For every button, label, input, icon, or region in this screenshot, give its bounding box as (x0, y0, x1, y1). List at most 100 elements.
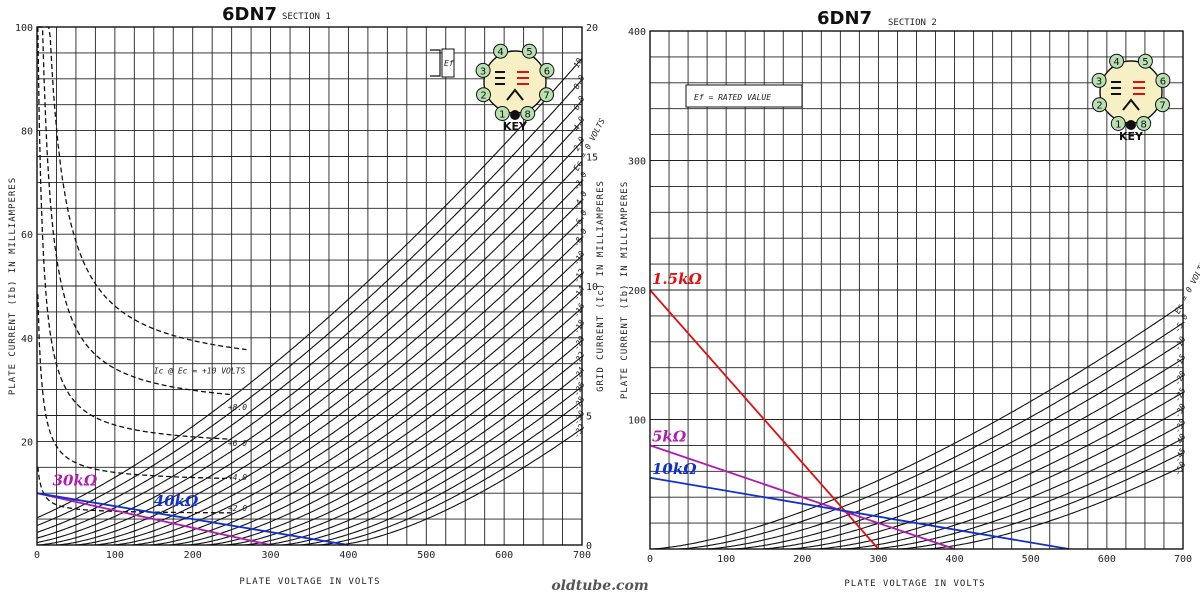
x-tick-label: 0 (34, 550, 40, 561)
section1-ef-label: Ef (444, 59, 454, 68)
section-elements (495, 71, 505, 85)
key-label: KEY (503, 120, 528, 133)
plate-curve-label: -12 (572, 267, 587, 284)
x-tick-label: 600 (1098, 554, 1116, 565)
grid-current-curve (37, 26, 231, 396)
section2-ef-note: Ef = RATED VALUE (685, 84, 803, 108)
plate-curve (651, 303, 1184, 550)
plate-curve-label: -20 (1173, 370, 1188, 387)
x-tick-label: 700 (573, 550, 591, 561)
plate-curve (300, 400, 583, 546)
pin-number: 1 (499, 110, 505, 121)
pin-number: 6 (1160, 76, 1166, 87)
plate-curve-label: 6.0 (572, 94, 587, 111)
plate-curve-label: 4.0 (572, 115, 587, 132)
pin-circle (520, 106, 536, 121)
key-notch (1126, 120, 1136, 130)
plate-curve (337, 428, 583, 546)
pin-circle (1155, 97, 1170, 113)
plate-curve-label: -8.0 (572, 227, 589, 248)
grid-current-curve (37, 294, 231, 480)
pin-number: 3 (1096, 76, 1102, 87)
watermark: oldtube.com (551, 578, 648, 594)
plate-curve (678, 322, 1184, 550)
x-tick-label: 300 (869, 554, 887, 565)
section2-tick-labels: 0 100 200 300 400 500 600 700 400 300 200 100 (628, 27, 1192, 565)
plate-curve-label: -35 (1173, 417, 1188, 434)
plate-curve (206, 323, 583, 546)
plate-curve (815, 407, 1184, 550)
plate-curve (843, 423, 1184, 550)
plate-curve (131, 255, 583, 546)
pin-number: 4 (497, 47, 503, 58)
section1-ef-bracket: Ef (430, 48, 455, 78)
section-elements (1111, 81, 1121, 95)
y-tick-label: 400 (628, 27, 646, 38)
plate-curve (36, 58, 583, 519)
x-tick-label: 0 (647, 554, 653, 565)
section1-tick-labels: 0 100 200 300 400 500 600 700100806040202015105… (15, 23, 598, 561)
section2-chart: 6DN7 SECTION 2 Ec = 0 VOLTS-5.0-10-15-20… (620, 8, 1200, 589)
plate-curve (57, 180, 583, 546)
x-tick-label: 500 (417, 550, 435, 561)
plate-curve (36, 79, 583, 527)
pin-number: 2 (480, 91, 486, 102)
pin-circle (1091, 72, 1107, 88)
grid-current-label: +8.0 (228, 403, 247, 412)
plate-curve (225, 340, 583, 546)
load-line-label: 10kΩ (652, 460, 697, 478)
plate-curve-label: -25 (1173, 386, 1188, 403)
pin-circle (475, 62, 491, 78)
grid-current-label: +4.0 (228, 473, 247, 482)
pin-number: 6 (544, 66, 550, 77)
y2-tick-label: 10 (586, 282, 598, 293)
highlighted-section-elements (1133, 81, 1145, 95)
x-tick-label: 500 (1022, 554, 1040, 565)
section1-title: 6DN7 (222, 4, 277, 25)
plate-curve (150, 272, 583, 546)
section2-plot-frame (649, 30, 1184, 550)
pin-number: 8 (1141, 120, 1147, 131)
load-line (36, 492, 349, 546)
y-tick-label: 20 (21, 437, 33, 448)
y2-tick-label: 0 (586, 541, 592, 552)
plate-curve-label: 10 (572, 57, 585, 70)
plate-curve (36, 120, 583, 539)
plate-curve-label: Ec = 0 VOLTS (1173, 260, 1200, 315)
pin-circle (494, 106, 510, 121)
grid-current-label: Ic @ Ec = +10 VOLTS (154, 367, 246, 376)
highlighted-section-elements (517, 71, 529, 85)
plate-curve (925, 465, 1184, 550)
plate-curve-label: -24 (572, 365, 587, 382)
key-label: KEY (1119, 130, 1144, 143)
heater-symbol (1122, 98, 1140, 111)
x-tick-label: 200 (184, 550, 202, 561)
plate-curve-label: -15 (1173, 352, 1188, 369)
load-line-label: 1.5kΩ (652, 270, 702, 288)
y2-tick-label: 20 (586, 23, 598, 34)
grid-current-curve (37, 26, 247, 351)
load-line-label: 5kΩ (652, 427, 687, 445)
x-tick-label: 300 (262, 550, 280, 561)
y-tick-label: 200 (628, 286, 646, 297)
section1-grid-current-curves: Ic @ Ec = +10 VOLTS +8.0 +6.0 +4.0 +2.0 (37, 26, 247, 514)
y-tick-label: 80 (21, 127, 33, 138)
pin-number: 3 (480, 66, 486, 77)
pin-circle (1155, 72, 1171, 88)
y-tick-label: 40 (21, 334, 33, 345)
pin-circle (539, 87, 554, 103)
plate-curve-label: -50 (1173, 460, 1188, 477)
plate-curve (262, 371, 583, 546)
pin-number: 1 (1115, 120, 1121, 131)
load-line (649, 444, 955, 550)
x-tick-label: 600 (495, 550, 513, 561)
plate-curve-label: -18 (572, 318, 587, 335)
y-tick-label: 300 (628, 157, 646, 168)
plate-curve (788, 391, 1184, 550)
x-tick-label: 200 (793, 554, 811, 565)
plate-curve (761, 375, 1184, 550)
plate-curve-label: -10 (1173, 335, 1188, 352)
